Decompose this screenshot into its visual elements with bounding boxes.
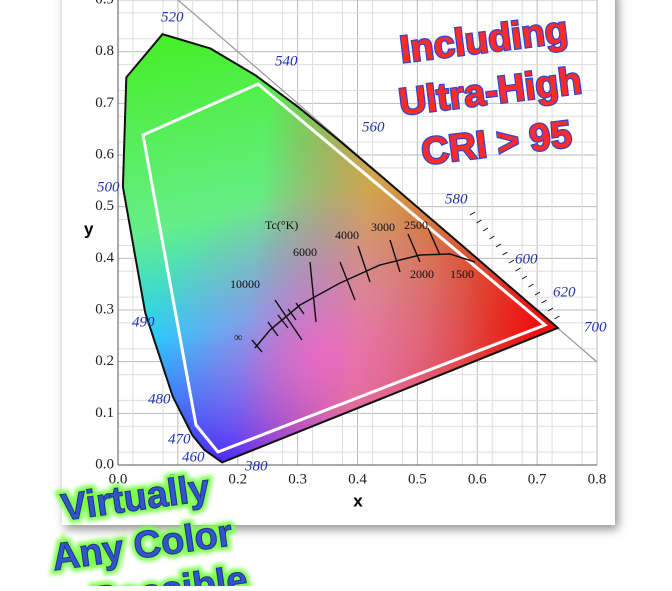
isotherm — [274, 299, 303, 341]
cct-label: 2500 — [404, 218, 428, 232]
locus-tick — [515, 267, 521, 272]
isotherm — [407, 233, 421, 263]
cct-label: 10000 — [230, 277, 260, 291]
cct-label: 2000 — [410, 267, 434, 281]
y-tick-label: 0.6 — [95, 146, 114, 162]
y-tick-label: 0.8 — [95, 43, 114, 59]
y-tick-label: 0.4 — [95, 250, 114, 266]
locus-tick — [541, 299, 547, 304]
y-tick-label: 0.5 — [95, 198, 114, 214]
x-tick-label: 0.6 — [468, 471, 487, 487]
x-tick-label: 0.8 — [588, 471, 607, 487]
y-tick-label: 0.2 — [95, 353, 114, 369]
wavelength-label: 490 — [132, 314, 155, 330]
white-gamut — [141, 82, 548, 454]
isotherm — [389, 239, 401, 273]
locus-tick — [554, 315, 560, 320]
locus-tick — [489, 235, 495, 240]
isotherm — [267, 321, 279, 337]
locus-tick — [482, 227, 489, 232]
locus-tick — [528, 283, 534, 288]
cct-title: Tc(°K) — [265, 218, 298, 232]
locus-tick — [508, 259, 515, 264]
y-tick-label: 0.7 — [95, 95, 114, 111]
locus-tick — [469, 211, 476, 216]
wavelength-label: 380 — [244, 458, 268, 474]
wavelength-label: 520 — [161, 9, 184, 25]
locus-tick — [502, 251, 508, 256]
cct-label: ∞ — [234, 330, 243, 344]
wavelength-label: 700 — [584, 319, 607, 335]
cct-label: 6000 — [293, 245, 317, 259]
wavelength-label: 500 — [97, 179, 120, 195]
locus-tick — [521, 275, 528, 280]
wavelength-label: 580 — [445, 191, 468, 207]
locus-tick — [495, 243, 502, 248]
cct-label: 1500 — [450, 267, 474, 281]
isotherm — [287, 308, 297, 321]
isotherm — [251, 339, 263, 353]
y-tick-label: 0.0 — [95, 456, 114, 472]
gamut-fill — [122, 34, 558, 463]
wavelength-label: 460 — [182, 449, 205, 465]
wavelength-label: 470 — [168, 431, 191, 447]
isotherm — [427, 227, 441, 256]
x-tick-label: 0.2 — [228, 471, 247, 487]
wavelength-label: 560 — [362, 119, 385, 135]
spectral-locus — [121, 33, 560, 464]
isotherm — [339, 261, 356, 301]
isotherm — [277, 314, 289, 329]
planckian-locus — [254, 253, 476, 349]
y-tick-label: 0.3 — [95, 301, 114, 317]
x-tick-label: 0.7 — [528, 471, 547, 487]
locus-tick — [476, 219, 482, 224]
y-tick-label: 0.9 — [95, 0, 114, 7]
y-tick-label: 0.1 — [95, 405, 114, 421]
x-tick-label: 0.5 — [408, 471, 427, 487]
cct-label: 3000 — [371, 220, 395, 234]
x-tick-label: 0.4 — [348, 471, 367, 487]
locus-tick — [547, 307, 554, 312]
isotherm — [357, 245, 371, 283]
wavelength-label: 540 — [275, 53, 298, 69]
y-axis-label: y — [84, 219, 94, 238]
x-tick-label: 0.0 — [109, 471, 128, 487]
x-tick-label: 0.3 — [288, 471, 307, 487]
x-axis-label: x — [353, 491, 363, 510]
isotherm — [295, 302, 305, 315]
wavelength-label: 480 — [148, 391, 171, 407]
isotherm — [309, 261, 317, 323]
x-tick-label: 0.1 — [169, 471, 188, 487]
wavelength-label: 620 — [553, 284, 576, 300]
locus-tick — [534, 291, 541, 296]
wavelength-label: 600 — [515, 251, 538, 267]
cct-label: 4000 — [335, 228, 359, 242]
